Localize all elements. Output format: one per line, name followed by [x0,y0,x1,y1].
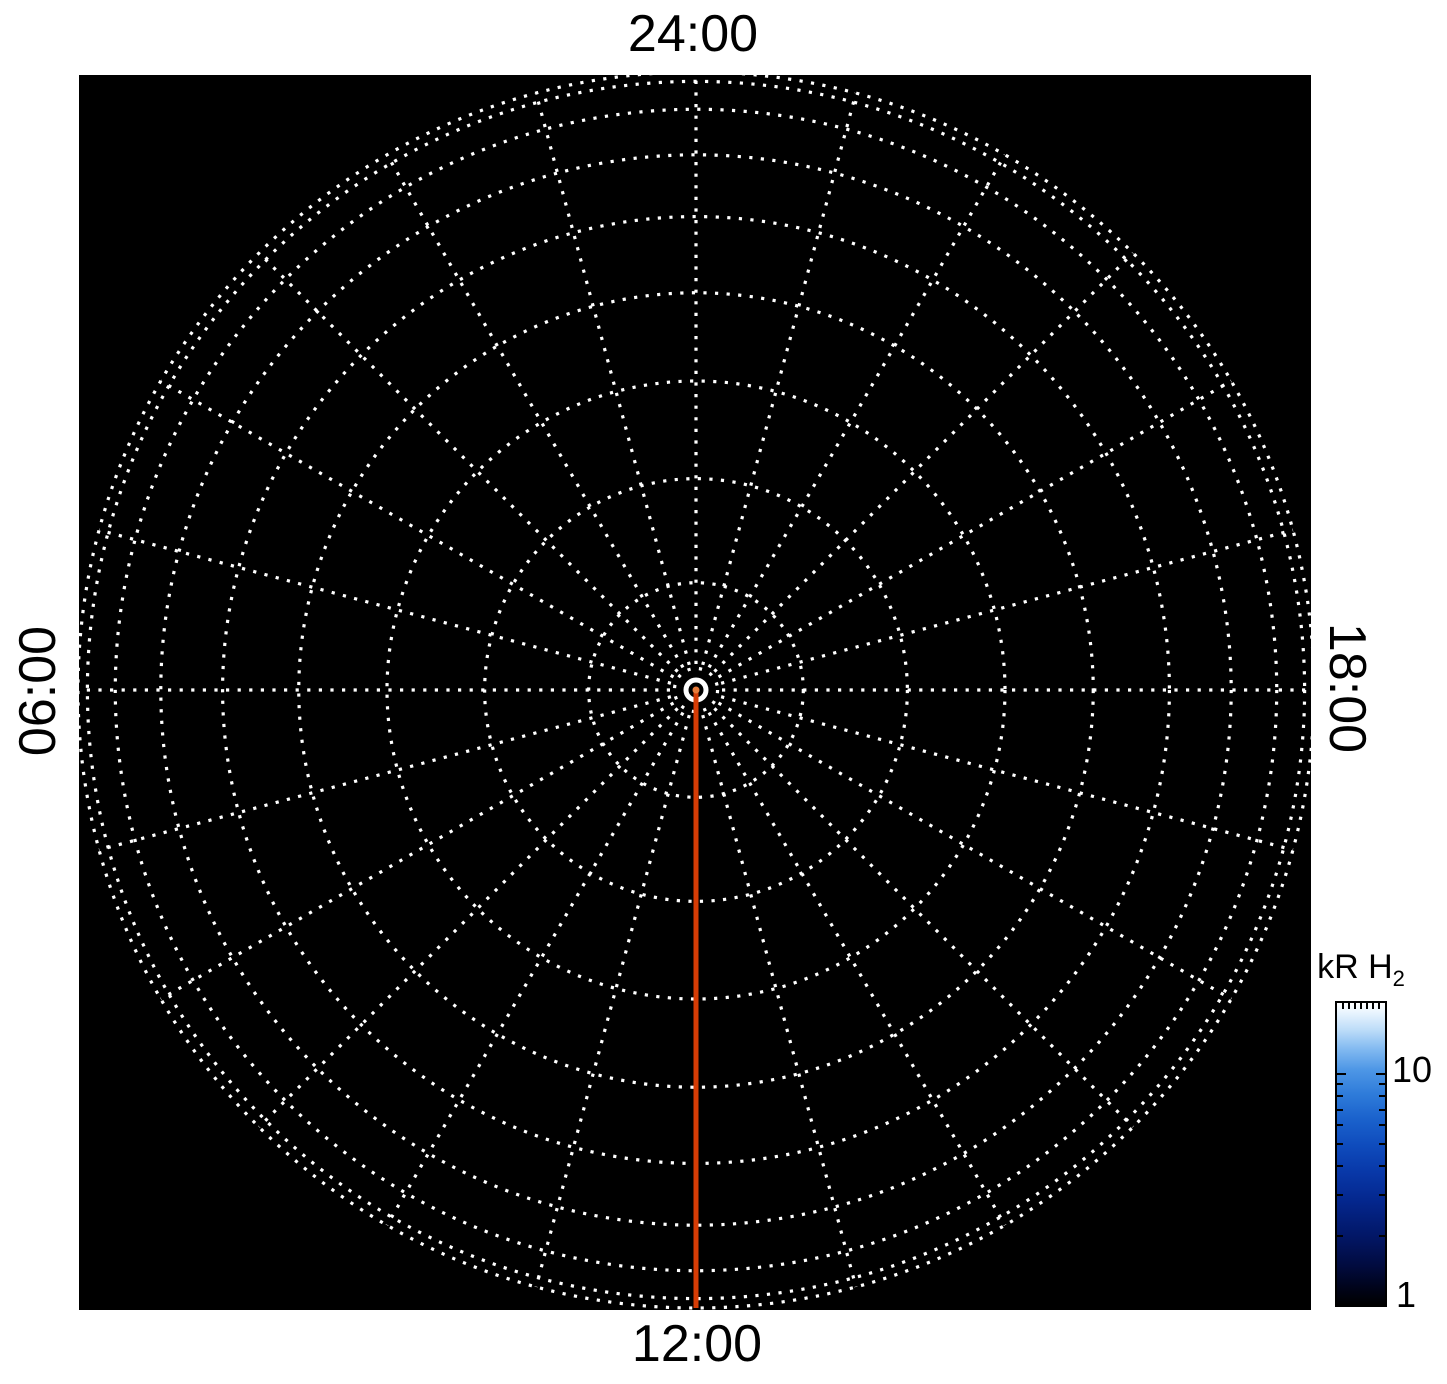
mlt-radial-line [701,92,858,666]
mlt-label-noon: 12:00 [631,1315,763,1373]
mlt-radial-line [707,153,1007,669]
mlt-radial-line [385,153,685,669]
colorbar-title: kR H2 [1261,948,1447,992]
colorbar-minor-tick-left [1337,1124,1343,1127]
mlt-radial-line [713,707,1135,1129]
colorbar-top-minor-tick [1354,1003,1356,1009]
colorbar-minor-tick-left [1337,1235,1343,1238]
colorbar-minor-tick-left [1337,1095,1343,1098]
mlt-label-dusk: 18:00 [1318,622,1376,754]
colorbar-minor-tick-right [1379,1095,1385,1098]
mlt-radial-line [159,379,675,679]
colorbar-minor-tick-right [1379,1235,1385,1238]
mlt-radial-line [534,714,691,1288]
colorbar-minor-tick-right [1379,1108,1385,1111]
colorbar-minor-tick-left [1337,1165,1343,1168]
mlt-radial-line [385,711,685,1227]
mlt-radial-line [98,695,672,852]
colorbar-tick-label-1: 1 [1396,1274,1417,1315]
latitude-circle [113,107,1279,1273]
mlt-radial-line [257,707,679,1129]
latitude-circle [159,153,1233,1227]
mlt-radial-line [159,701,675,1001]
colorbar-top-minor-tick [1348,1003,1350,1009]
colorbar-title-text: kR H [1317,948,1393,986]
mlt-radial-line [707,711,1007,1227]
colorbar-minor-tick-left [1337,1142,1343,1145]
mlt-label-midnight: 24:00 [627,5,759,63]
mlt-radial-line [98,528,672,685]
colorbar-top-minor-tick [1378,1003,1380,1009]
mlt-radial-line [713,251,1135,673]
mlt-radial-line [534,92,691,666]
mlt-radial-line [257,251,679,673]
polar-grid-svg [79,75,1311,1310]
colorbar [1335,1001,1387,1307]
mlt-radial-line [717,701,1233,1001]
mlt-label-dawn: 06:00 [9,625,67,757]
colorbar-minor-tick-right [1379,1194,1385,1197]
mlt-radial-line [720,695,1294,852]
noon-meridian-tip [692,686,700,694]
colorbar-top-minor-tick [1342,1003,1344,1009]
colorbar-tick-label-10: 10 [1392,1049,1433,1090]
colorbar-title-subscript: 2 [1392,965,1405,991]
colorbar-major-tick-right [1376,1072,1385,1076]
polar-plot-area [79,75,1311,1310]
colorbar-minor-tick-left [1337,1108,1343,1111]
colorbar-minor-tick-right [1379,1124,1385,1127]
mlt-radial-line [717,379,1233,679]
colorbar-minor-tick-left [1337,1083,1343,1086]
colorbar-minor-tick-right [1379,1083,1385,1086]
latitude-circle [483,477,909,903]
latitude-circle [385,379,1007,1001]
colorbar-major-tick-left [1337,1072,1346,1076]
colorbar-top-minor-tick [1360,1003,1362,1009]
colorbar-minor-tick-right [1379,1142,1385,1145]
mlt-radial-line [720,528,1294,685]
colorbar-top-minor-tick [1366,1003,1368,1009]
colorbar-minor-tick-right [1379,1165,1385,1168]
colorbar-top-minor-tick [1372,1003,1374,1009]
mlt-radial-line [701,714,858,1288]
colorbar-minor-tick-left [1337,1194,1343,1197]
